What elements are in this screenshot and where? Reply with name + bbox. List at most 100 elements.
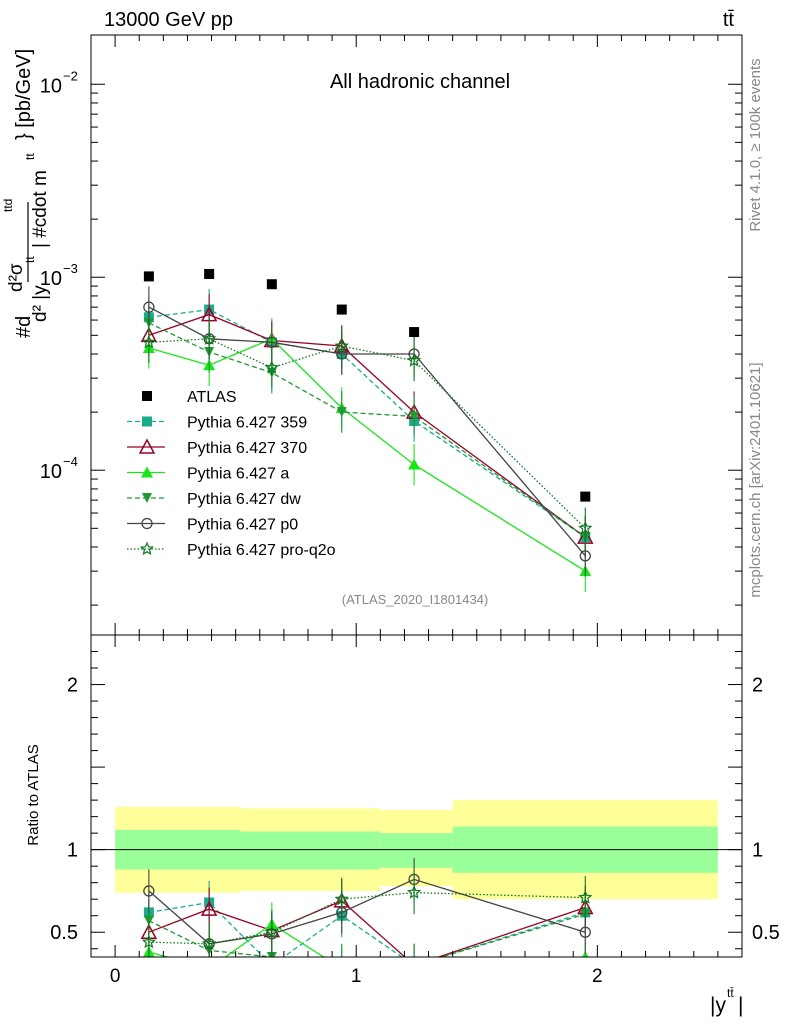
x-tick-label-2: 2	[592, 966, 603, 987]
atlas-point-1	[204, 268, 215, 279]
legend-label-0: Pythia 6.427 359	[187, 415, 307, 432]
ylabel-prefix: #d	[13, 316, 35, 338]
mcplots-label: mcplots.cern.ch [arXiv:2401.10621]	[747, 362, 764, 597]
ratio-line-4	[148, 878, 586, 945]
ratio-tick-label-left-2: 2	[67, 675, 78, 697]
ratio-point-0-2	[267, 960, 277, 970]
series-point-5-4	[406, 353, 422, 367]
ratio-point-5-5	[578, 890, 593, 904]
ratio-tick-label-left-0: 0.5	[50, 922, 78, 944]
series-line-1	[148, 313, 586, 538]
legend-marker-2	[141, 466, 153, 478]
series-point-3-3	[336, 407, 347, 418]
ratio-point-5-2	[264, 924, 279, 939]
legend-entry-atlas: ATLAS	[142, 389, 237, 406]
series-point-5-1	[201, 331, 217, 345]
ratio-tick-label-right-2: 2	[752, 675, 763, 697]
plot-title: All hadronic channel	[330, 71, 510, 93]
ylabel-units: } [pb/GeV]	[13, 49, 35, 140]
series-line-0	[148, 308, 586, 538]
series-line-2	[148, 338, 586, 572]
ratio-point-2-1	[203, 963, 215, 974]
series-point-5-5	[578, 520, 593, 535]
ratio-point-3-3	[337, 960, 347, 970]
y-tick-exp-2: −4	[63, 454, 78, 469]
legend-entry-1: Pythia 6.427 370	[127, 438, 307, 457]
legend-entry-4: Pythia 6.427 p0	[127, 517, 298, 534]
series-point-4-5	[579, 550, 591, 562]
x-tick-label-1: 1	[351, 966, 362, 987]
series-point-5-0	[141, 334, 157, 349]
legend-entry-2: Pythia 6.427 a	[127, 466, 289, 483]
legend-label-4: Pythia 6.427 p0	[187, 517, 298, 534]
xlabel-main: |y	[710, 994, 726, 1017]
xlabel-sup: tt̄	[727, 986, 734, 1000]
axes-layer: 0 1 210−210−310 −40.5 0.51 12 2	[40, 34, 780, 987]
y-tick-exp-0: −2	[63, 68, 78, 83]
atlas-point-2	[266, 279, 277, 290]
band-inner-1	[240, 831, 381, 870]
legend-label-5: Pythia 6.427 pro-q2o	[187, 542, 336, 559]
ylabel-numerator-sup: ttd	[1, 199, 15, 212]
xlabel-close: |	[738, 994, 743, 1017]
y-tick-label-1: 10	[40, 268, 62, 290]
ratio-bands	[91, 800, 742, 900]
ratio-line-5	[148, 891, 586, 945]
legend-marker-5	[139, 541, 155, 556]
x-tick-label-0: 0	[110, 966, 121, 987]
y-tick-exp-1: −3	[63, 261, 78, 276]
legend: ATLAS Pythia 6.427 359 Pythia 6.427 370 Pyt…	[127, 389, 336, 559]
main-series-layer	[140, 268, 594, 592]
legend-marker-4	[141, 517, 153, 530]
series-line-5	[148, 338, 586, 529]
y-tick-label-0: 10	[40, 75, 62, 97]
legend-marker-3	[142, 493, 152, 503]
ratio-point-5-4	[406, 885, 422, 899]
ratio-point-1-1	[200, 900, 218, 916]
header-left: 13000 GeV pp	[104, 9, 233, 31]
series-line-4	[148, 306, 586, 557]
legend-label-3: Pythia 6.427 dw	[187, 491, 301, 508]
ylabel-numerator: d²σ	[6, 263, 27, 292]
series-point-4-0	[143, 301, 155, 313]
ratio-point-4-5	[579, 926, 591, 938]
ratio-line-0	[148, 901, 586, 957]
main-y-axis-label: #d d²σ ttd d² |y tt | #cdot m tt } [pb/G…	[1, 49, 51, 338]
ratio-point-5-0	[141, 934, 157, 949]
atlas-point-5	[580, 491, 591, 502]
atlas-point-4	[409, 327, 420, 338]
series-point-5-2	[264, 360, 279, 374]
legend-marker-0	[142, 416, 152, 427]
ratio-point-5-1	[201, 936, 217, 950]
ratio-line-2	[148, 923, 586, 957]
ratio-point-2-4	[408, 976, 420, 987]
series-point-2-4	[408, 458, 421, 470]
ratio-point-5-3	[334, 891, 350, 906]
ratio-point-4-0	[143, 885, 155, 897]
ylabel-cdot: | #cdot m	[30, 170, 51, 248]
ylabel-denominator-sup: tt	[23, 256, 37, 263]
legend-marker-atlas	[142, 391, 152, 401]
ratio-tick-label-left-1: 1	[67, 840, 78, 862]
ratio-point-0-4	[409, 960, 419, 970]
analysis-label: (ATLAS_2020_I1801434)	[342, 592, 488, 607]
atlas-point-3	[336, 304, 347, 315]
series-line-3	[148, 322, 586, 538]
series-point-5-3	[334, 338, 350, 353]
legend-label-atlas: ATLAS	[187, 389, 237, 406]
legend-entry-3: Pythia 6.427 dw	[127, 491, 301, 508]
ratio-frame	[90, 634, 743, 958]
x-axis-label: |y tt̄ |	[710, 986, 743, 1017]
rivet-label: Rivet 4.1.0, ≥ 100k events	[747, 58, 764, 231]
y-tick-label-2: 10	[40, 461, 62, 483]
ylabel-denominator: d² |y	[30, 285, 51, 322]
legend-marker-1	[138, 438, 156, 454]
legend-label-2: Pythia 6.427 a	[187, 466, 289, 483]
ratio-point-2-5	[582, 951, 589, 957]
ratio-point-1-4	[413, 956, 415, 957]
ratio-series-layer	[140, 857, 594, 987]
ylabel-mass-sup: tt	[23, 153, 37, 160]
ratio-point-3-4	[409, 960, 419, 970]
legend-label-1: Pythia 6.427 370	[187, 440, 307, 457]
